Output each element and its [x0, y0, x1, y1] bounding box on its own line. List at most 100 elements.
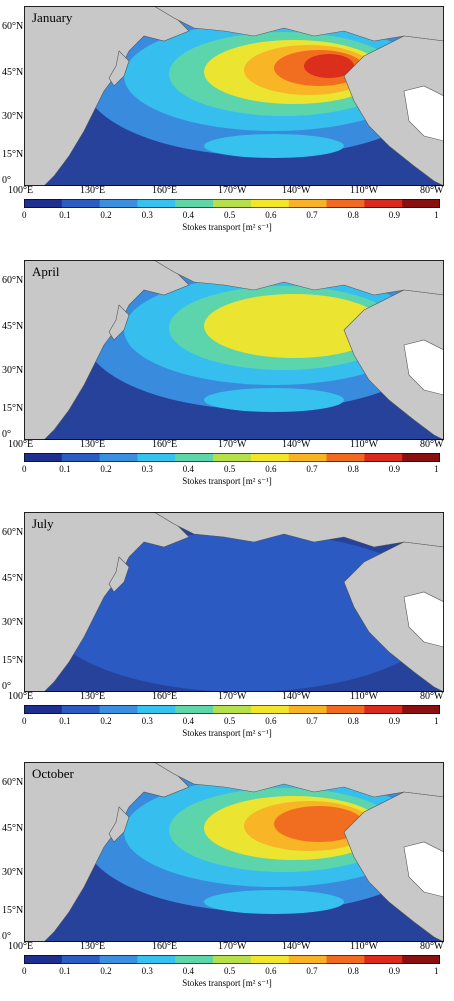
- colorbar-segment: [137, 453, 176, 462]
- colorbar-tick: 0.3: [141, 210, 153, 220]
- colorbar-tick: 0.9: [388, 210, 401, 220]
- colorbar-tick: 0.1: [59, 716, 71, 726]
- colorbar-segment: [250, 955, 290, 964]
- colorbar-tick: 0.8: [347, 210, 359, 220]
- colorbar-label: Stokes transport [m² s⁻¹]: [182, 222, 272, 232]
- tropical-band: [204, 890, 344, 914]
- longitude-label: 130°E: [80, 185, 106, 196]
- colorbar-segment: [326, 705, 365, 714]
- colorbar-segment: [326, 955, 365, 964]
- longitude-label: 160°E: [152, 941, 178, 952]
- colorbar-tick: 0.9: [388, 966, 401, 976]
- tropical-band: [204, 388, 344, 412]
- latitude-label: 60°N: [2, 527, 24, 538]
- map-panel-april: April 60°N 45°N 30°N 15°N 0° 100°E 130°E 160°E 17…: [0, 254, 454, 499]
- colorbar-segment: [137, 199, 176, 208]
- colorbar-segment: [213, 453, 252, 462]
- latitude-label: 30°N: [2, 867, 24, 878]
- colorbar-tick: 0.6: [265, 210, 277, 220]
- colorbar-tick: 1: [434, 716, 439, 726]
- colorbar-segment: [288, 453, 328, 462]
- colorbar-segment: [364, 199, 403, 208]
- latitude-label: 60°N: [2, 777, 24, 788]
- colorbar-tick: 0.6: [265, 966, 277, 976]
- colorbar-tick: 0.3: [141, 716, 153, 726]
- colorbar-segment: [24, 705, 63, 714]
- longitude-label: 170°W: [218, 439, 247, 450]
- latitude-label: 0°: [2, 175, 11, 186]
- colorbar: [24, 955, 440, 964]
- latitude-label: 30°N: [2, 111, 24, 122]
- longitude-label: 160°E: [152, 691, 178, 702]
- colorbar-tick: 0.2: [100, 464, 112, 474]
- north-america-land: [343, 791, 444, 942]
- north-america-land: [343, 289, 444, 440]
- colorbar-tick: 0.1: [59, 210, 71, 220]
- north-america-land: [343, 541, 444, 692]
- month-label: April: [32, 264, 60, 279]
- atlantic-water: [403, 591, 444, 648]
- longitude-label: 110°W: [350, 439, 379, 450]
- colorbar-segment: [137, 705, 176, 714]
- longitude-label: 110°W: [350, 185, 379, 196]
- colorbar-tick: 1: [434, 464, 439, 474]
- month-label: January: [32, 10, 73, 25]
- longitude-label: 170°W: [218, 185, 247, 196]
- atlantic-water: [403, 85, 444, 142]
- colorbar-segment: [288, 955, 328, 964]
- longitude-label: 100°E: [8, 941, 34, 952]
- colorbar-segment: [24, 199, 63, 208]
- colorbar-segment: [213, 955, 252, 964]
- colorbar-tick: 0.7: [306, 464, 318, 474]
- colorbar-tick: 1: [434, 210, 439, 220]
- colorbar-segment: [364, 955, 403, 964]
- colorbar-segment: [213, 199, 252, 208]
- transport-contour: [304, 54, 354, 78]
- longitude-label: 170°W: [218, 941, 247, 952]
- colorbar-tick: 0.6: [265, 716, 277, 726]
- colorbar-frame: [24, 955, 440, 964]
- colorbar-segment: [175, 453, 214, 462]
- colorbar-segment: [250, 705, 290, 714]
- longitude-label: 80°W: [420, 185, 444, 196]
- colorbar-tick: 0.5: [224, 464, 236, 474]
- colorbar-segment: [402, 453, 440, 462]
- map-frame: [24, 512, 444, 692]
- japan-land: [108, 806, 130, 843]
- japan-land: [108, 50, 130, 87]
- colorbar-tick: 0.8: [347, 716, 359, 726]
- stokes-transport-map: [24, 6, 444, 186]
- atlantic-water: [403, 841, 444, 898]
- colorbar: [24, 453, 440, 462]
- tropical-band: [204, 134, 344, 158]
- colorbar-tick: 0.3: [141, 464, 153, 474]
- colorbar-tick: 0.7: [306, 716, 318, 726]
- longitude-label: 80°W: [420, 439, 444, 450]
- latitude-label: 15°N: [2, 905, 24, 916]
- longitude-label: 110°W: [350, 691, 379, 702]
- colorbar-tick: 0.4: [182, 210, 195, 220]
- longitude-label: 130°E: [80, 941, 106, 952]
- longitude-label: 100°E: [8, 185, 34, 196]
- latitude-label: 15°N: [2, 403, 24, 414]
- colorbar-segment: [137, 955, 176, 964]
- colorbar-frame: [24, 199, 440, 208]
- colorbar-segment: [250, 199, 290, 208]
- colorbar-tick: 0: [22, 966, 27, 976]
- colorbar-segment: [250, 453, 290, 462]
- colorbar-tick: 0.7: [306, 210, 318, 220]
- longitude-label: 160°E: [152, 439, 178, 450]
- alaska-land: [153, 6, 444, 42]
- transport-field: [84, 260, 444, 412]
- map-panel-october: October 60°N 45°N 30°N 15°N 0° 100°E 130°E 160°E…: [0, 756, 454, 1001]
- longitude-label: 80°W: [420, 691, 444, 702]
- colorbar-segment: [99, 705, 138, 714]
- map-frame: [24, 762, 444, 942]
- latitude-label: 15°N: [2, 655, 24, 666]
- colorbar-tick: 0.9: [388, 716, 401, 726]
- transport-contour: [274, 806, 364, 842]
- colorbar-tick: 0.8: [347, 464, 359, 474]
- colorbar-tick: 0: [22, 210, 27, 220]
- latitude-label: 15°N: [2, 149, 24, 160]
- colorbar-label: Stokes transport [m² s⁻¹]: [182, 476, 272, 486]
